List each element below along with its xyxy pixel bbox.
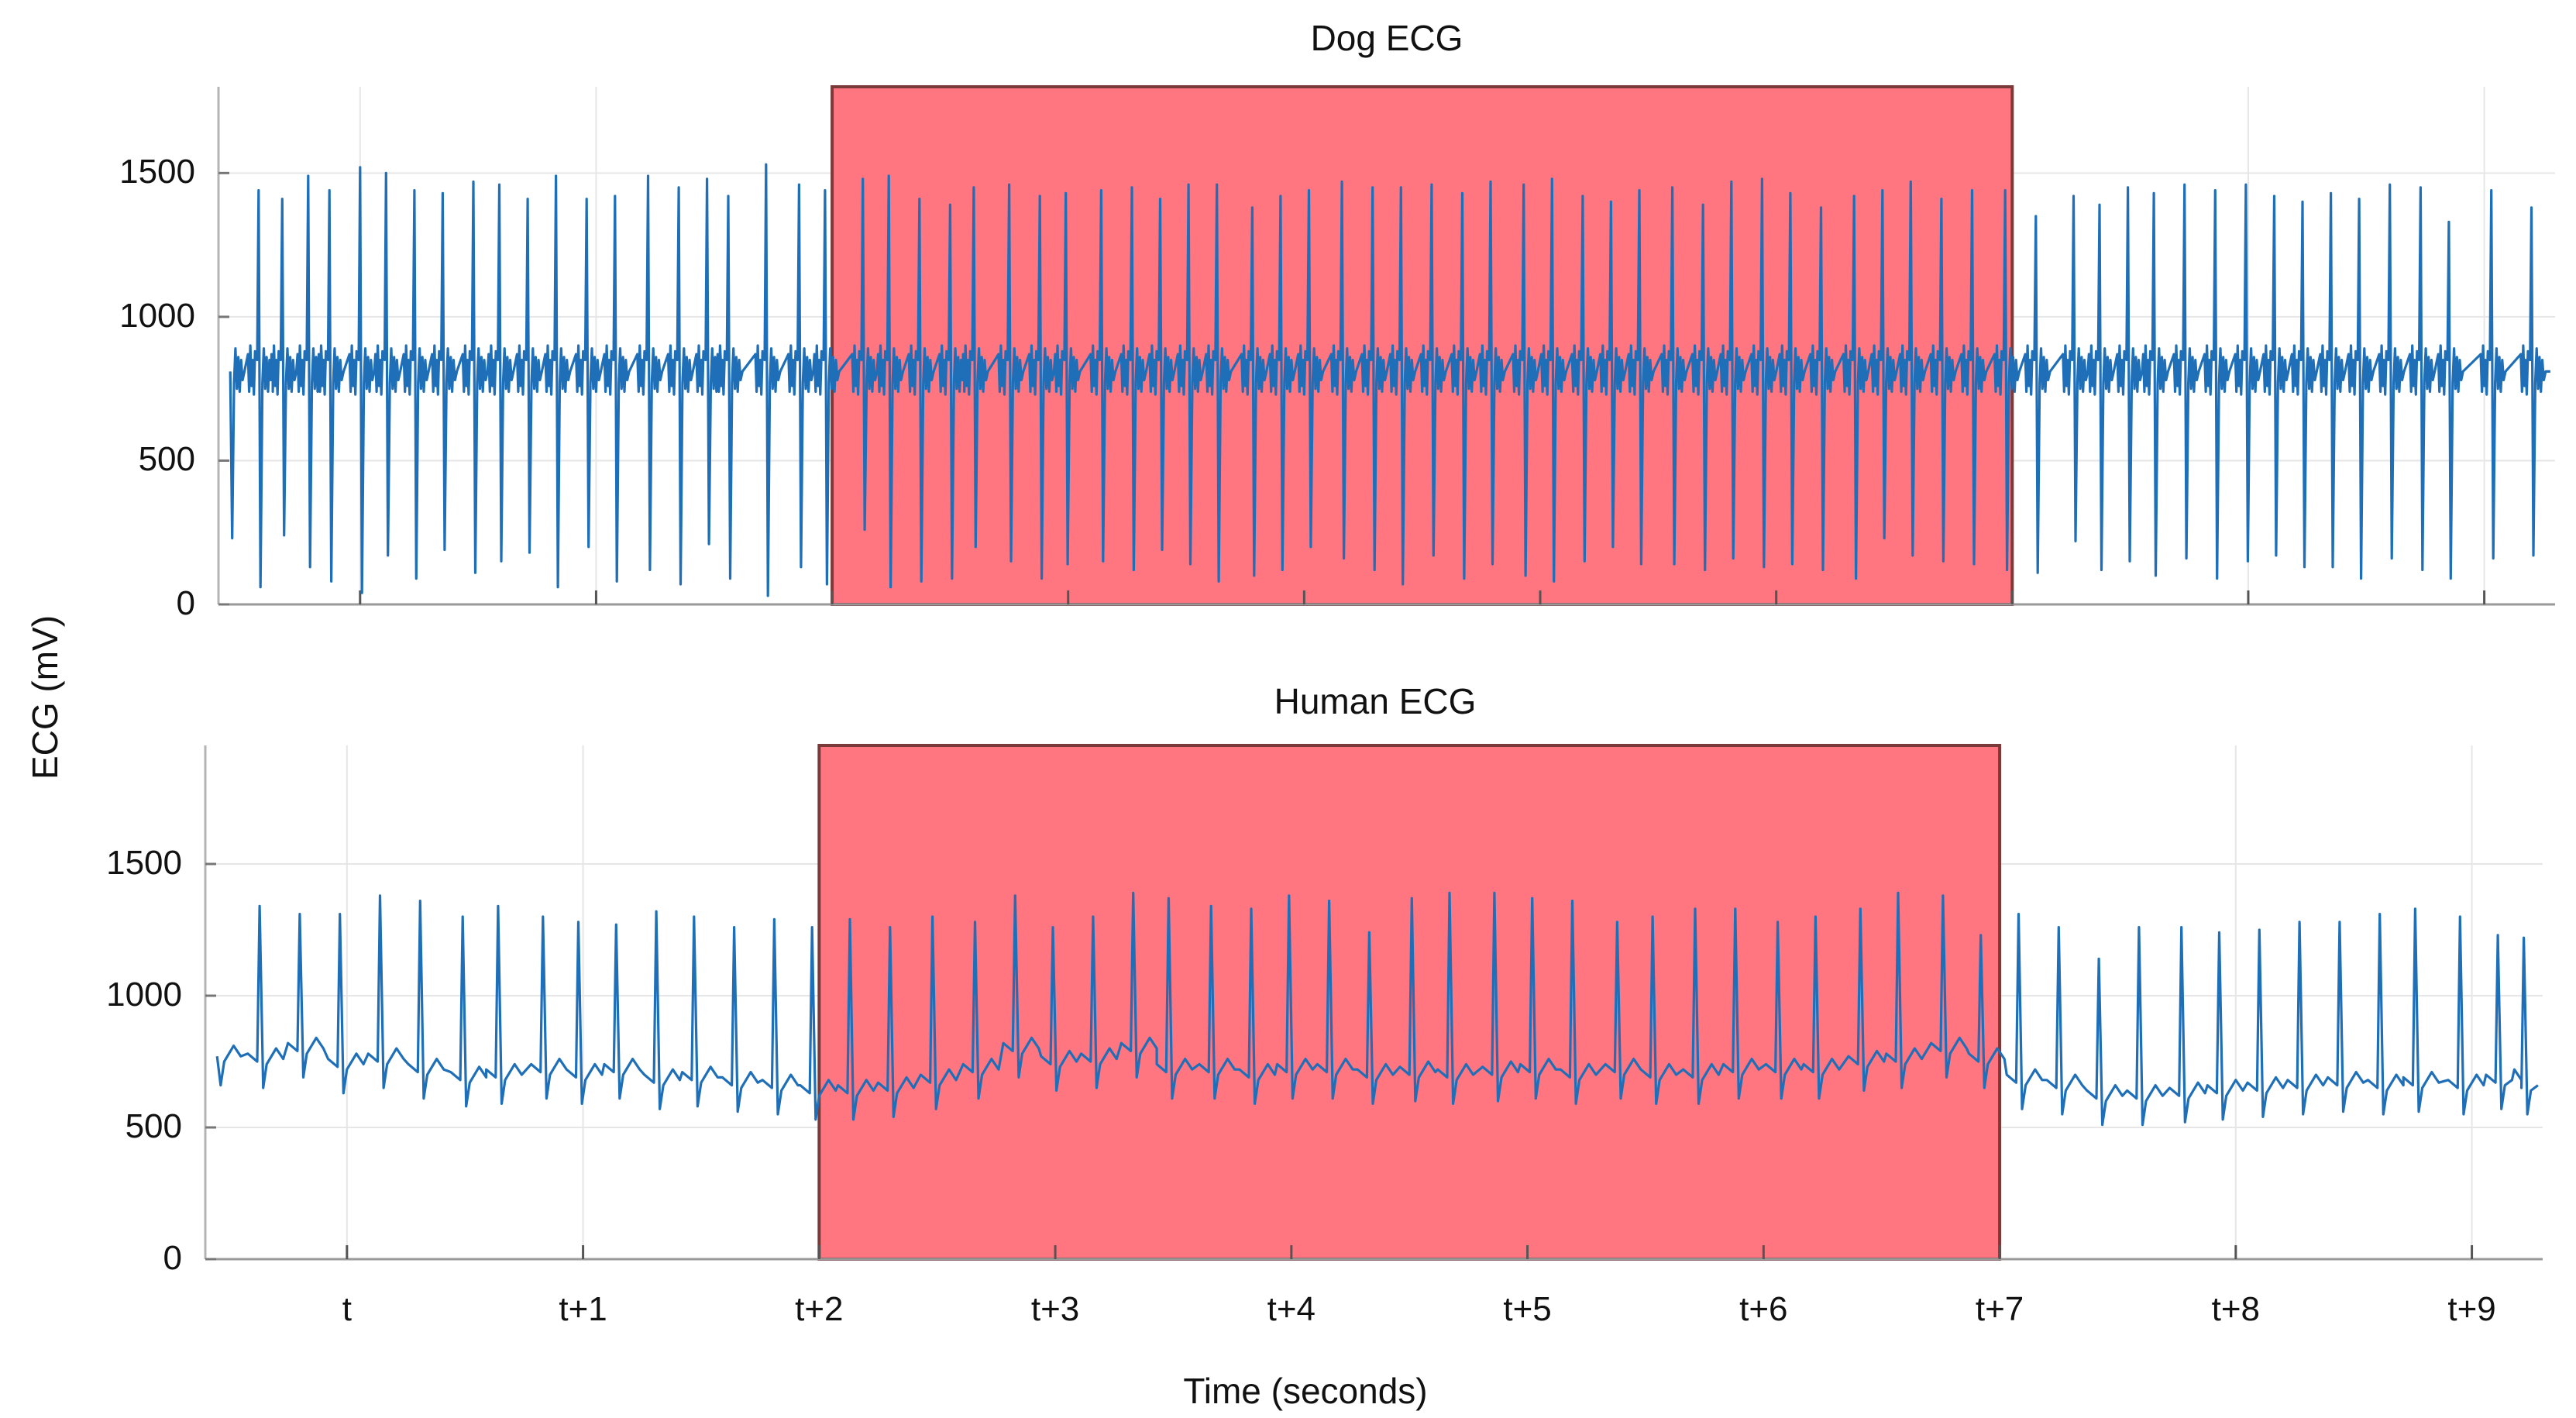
human-y-tick-label: 1500 [106, 844, 182, 882]
x-tick-label: t+5 [1503, 1290, 1552, 1328]
dog-y-tick-label: 1000 [119, 296, 195, 335]
human-y-tick-label: 1000 [106, 976, 182, 1014]
dog-y-tick-label: 1500 [119, 153, 195, 191]
dog-ecg-title: Dog ECG [1310, 18, 1463, 58]
x-tick-label: t+9 [2447, 1290, 2496, 1328]
human-y-tick-label: 500 [125, 1107, 182, 1145]
x-tick-label: t+1 [559, 1290, 607, 1328]
dog-y-tick-label: 500 [138, 440, 195, 479]
x-tick-label: t+3 [1030, 1290, 1080, 1328]
x-tick-label: t+4 [1267, 1290, 1316, 1328]
human-ecg-line [215, 891, 2539, 1127]
x-tick-label: t+7 [1975, 1290, 2024, 1328]
x-tick-label: t [342, 1290, 352, 1328]
human-y-tick-label: 0 [163, 1239, 182, 1277]
x-tick-label: t+8 [2211, 1290, 2261, 1328]
x-axis-label: Time (seconds) [1183, 1371, 1428, 1411]
human-ecg-title: Human ECG [1274, 681, 1477, 721]
x-tick-label: t+2 [795, 1290, 844, 1328]
x-tick-label: t+6 [1739, 1290, 1788, 1328]
dog-y-tick-label: 0 [176, 584, 195, 622]
dog-ecg-line [229, 163, 2550, 597]
